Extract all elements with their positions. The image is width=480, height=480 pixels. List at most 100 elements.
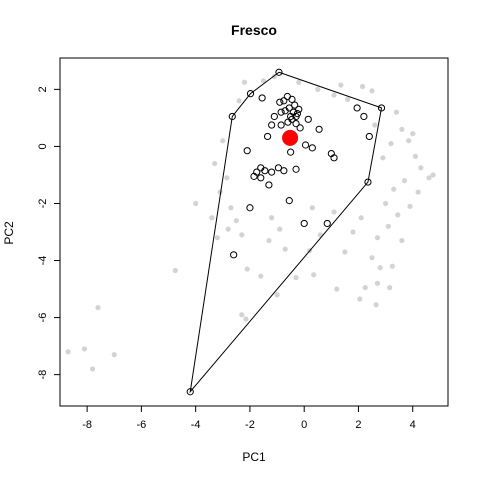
- highlighted-point: [268, 168, 276, 176]
- background-point: [95, 304, 101, 311]
- background-point: [374, 280, 381, 286]
- background-point: [266, 237, 272, 244]
- highlighted-point: [277, 121, 285, 129]
- x-tick-label: 0: [301, 419, 307, 431]
- background-point: [274, 292, 280, 298]
- background-point: [241, 79, 248, 85]
- background-point: [193, 200, 199, 207]
- highlighted-point: [360, 112, 368, 121]
- highlighted-point: [288, 95, 296, 103]
- hull-polygon: [189, 71, 383, 394]
- background-point: [214, 235, 220, 241]
- highlighted-point: [257, 174, 265, 182]
- background-point: [350, 229, 356, 235]
- highlighted-point: [258, 94, 266, 102]
- background-point: [399, 237, 405, 244]
- background-point: [406, 138, 412, 144]
- highlighted-point: [295, 105, 303, 113]
- highlighted-point: [291, 101, 299, 109]
- background-point: [315, 86, 321, 92]
- highlighted-point: [281, 107, 289, 115]
- background-point: [382, 200, 389, 207]
- background-point: [225, 226, 231, 232]
- background-point: [260, 78, 267, 84]
- highlighted-point: [365, 132, 373, 141]
- highlighted-point: [276, 98, 284, 106]
- highlighted-point: [301, 141, 310, 149]
- background-point: [309, 205, 315, 211]
- background-point: [373, 302, 379, 308]
- background-point: [331, 209, 337, 215]
- background-point: [430, 172, 436, 178]
- background-point: [311, 272, 317, 278]
- highlighted-point: [280, 167, 288, 175]
- y-tick-label: 0: [37, 143, 49, 149]
- background-point: [342, 249, 348, 255]
- highlighted-points-layer: [186, 68, 386, 396]
- background-point: [410, 130, 416, 137]
- background-point: [243, 316, 249, 322]
- highlighted-point: [293, 110, 302, 118]
- background-point: [269, 215, 275, 221]
- background-point: [407, 203, 413, 209]
- background-point: [111, 352, 117, 358]
- background-point: [89, 366, 96, 372]
- background-point: [391, 186, 397, 192]
- background-point: [239, 232, 245, 238]
- background-point: [372, 122, 378, 128]
- background-point: [331, 92, 337, 98]
- x-tick-label: -2: [245, 419, 255, 431]
- highlighted-point: [268, 121, 276, 129]
- x-tick-label: 2: [355, 419, 361, 431]
- background-point: [258, 273, 264, 279]
- background-point: [233, 217, 239, 224]
- background-point: [357, 296, 363, 302]
- background-point: [389, 263, 395, 269]
- highlighted-point: [277, 108, 285, 116]
- highlighted-point: [315, 125, 323, 133]
- background-point: [345, 96, 351, 102]
- plot-frame: [59, 57, 449, 407]
- background-point: [65, 349, 71, 355]
- x-tick-label: -4: [191, 419, 201, 431]
- background-point: [415, 189, 421, 195]
- centroid-layer: [282, 129, 299, 146]
- highlighted-point: [323, 219, 331, 228]
- background-point: [412, 153, 419, 160]
- highlighted-point: [243, 147, 251, 155]
- highlighted-point: [292, 120, 300, 128]
- highlighted-point: [261, 167, 269, 175]
- background-point: [377, 265, 383, 271]
- highlighted-point: [275, 68, 283, 76]
- background-point: [212, 160, 218, 167]
- highlighted-point: [253, 168, 261, 176]
- highlighted-point: [377, 104, 386, 112]
- highlighted-point: [296, 124, 304, 132]
- background-point: [426, 175, 432, 181]
- y-tick-label: -2: [37, 199, 49, 209]
- highlighted-point: [280, 97, 288, 105]
- y-tick-label: -4: [37, 256, 49, 266]
- y-tick-label: -6: [37, 313, 49, 323]
- background-point: [401, 178, 408, 184]
- highlighted-point: [308, 144, 316, 152]
- background-point: [418, 165, 424, 171]
- centroid-point: [282, 129, 299, 146]
- highlighted-point: [364, 178, 372, 186]
- background-points-layer: [65, 73, 436, 372]
- y-tick-label: 2: [37, 86, 49, 92]
- highlighted-point: [228, 112, 236, 121]
- background-point: [369, 255, 375, 261]
- highlighted-point: [300, 219, 308, 228]
- highlighted-point: [304, 115, 312, 123]
- background-point: [293, 275, 299, 281]
- x-tick-label: -6: [137, 419, 147, 431]
- highlighted-point: [287, 148, 295, 156]
- background-point: [277, 226, 283, 232]
- x-tick-label: 4: [410, 419, 416, 431]
- highlighted-point: [284, 118, 292, 126]
- y-axis-label: PC2: [2, 221, 16, 245]
- highlighted-point: [330, 154, 338, 162]
